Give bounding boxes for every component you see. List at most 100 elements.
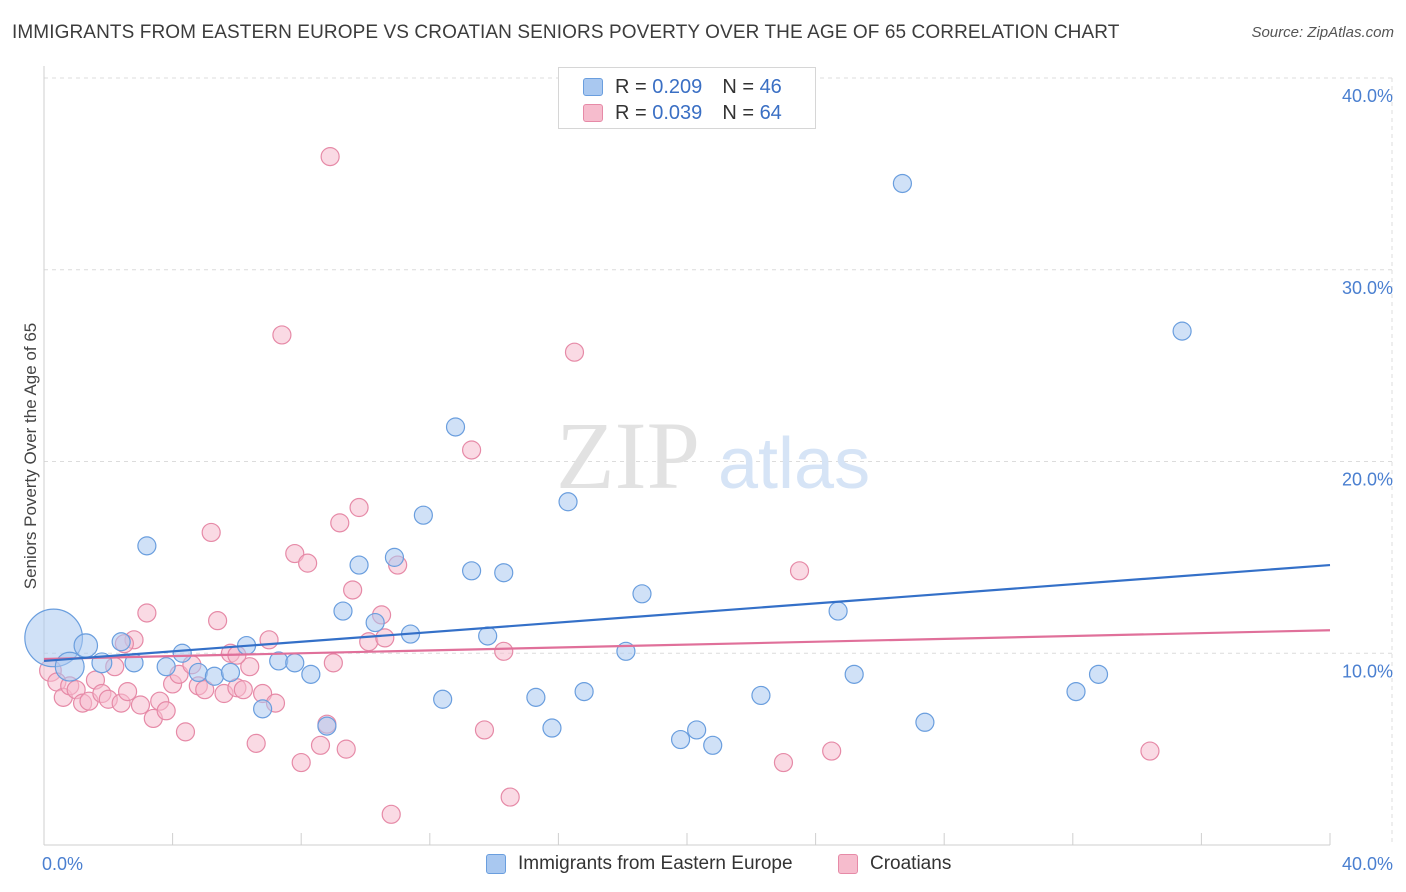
pink-data-point	[291, 752, 311, 773]
y-tick-label: 40.0%	[1342, 86, 1393, 106]
pink-data-point	[336, 739, 356, 759]
legend-row-pink: R = 0.039 N = 64	[583, 101, 782, 125]
y-tick-label: 30.0%	[1342, 278, 1393, 298]
pink-data-point	[474, 720, 495, 740]
blue-data-point	[461, 561, 482, 581]
pink-data-point	[349, 497, 369, 518]
legend-swatch-blue	[583, 78, 603, 96]
bottom-legend-label-pink: Croatians	[870, 853, 952, 874]
y-tick-label: 10.0%	[1342, 661, 1393, 681]
y-axis-label: Seniors Poverty Over the Age of 65	[21, 323, 40, 589]
pink-data-point	[259, 630, 279, 650]
blue-data-point	[285, 653, 305, 673]
pink-data-point	[320, 147, 340, 167]
pink-data-point	[117, 681, 138, 702]
x-tick-label-min: 0.0%	[42, 854, 83, 874]
legend-row-blue: R = 0.209 N = 46	[583, 75, 782, 99]
blue-data-point	[384, 547, 405, 567]
blue-data-point	[188, 662, 208, 683]
legend-r-value: 0.039	[652, 101, 703, 124]
pink-data-point	[272, 325, 292, 345]
pink-data-point	[285, 543, 305, 564]
pink-data-point	[195, 680, 215, 700]
blue-data-point	[687, 720, 707, 740]
blue-data-point	[542, 718, 562, 738]
label-layer: 10.0% 20.0% 30.0% 40.0% 0.0% 40.0%	[42, 86, 1393, 874]
pink-data-point	[822, 741, 842, 761]
pink-data-point	[310, 735, 331, 755]
pink-data-point	[233, 680, 253, 700]
blue-data-point	[892, 173, 913, 194]
pink-data-point	[343, 580, 363, 600]
pink-data-point	[137, 603, 157, 623]
pink-data-point	[381, 804, 401, 824]
legend-n-value: 64	[759, 101, 782, 124]
blue-data-point	[844, 664, 864, 684]
legend-n-label: N =	[722, 75, 754, 98]
legend-r-value: 0.209	[652, 75, 703, 98]
blue-data-point	[1172, 321, 1192, 341]
blue-data-point	[574, 681, 594, 702]
blue-trend-line	[43, 563, 1331, 663]
pink-data-point	[201, 522, 221, 543]
blue-points	[24, 173, 1192, 755]
blue-data-point	[54, 651, 85, 682]
legend-swatch-pink	[583, 104, 603, 122]
pink-data-point	[246, 733, 266, 753]
pink-data-point	[240, 657, 260, 677]
pink-data-point	[500, 787, 520, 807]
blue-data-point	[333, 601, 353, 621]
axis-layer	[43, 66, 1331, 846]
blue-data-point	[365, 612, 385, 633]
blue-data-point	[253, 699, 273, 719]
watermark: ZIP atlas	[556, 402, 870, 509]
blue-data-point	[445, 417, 466, 437]
legend-r-label: R =	[615, 101, 647, 124]
blue-data-point	[73, 633, 99, 658]
y-tick-label: 20.0%	[1342, 470, 1393, 490]
bottom-legend-swatch-pink	[838, 854, 858, 874]
blue-data-point	[137, 536, 157, 556]
pink-data-point	[494, 641, 514, 661]
blue-data-point	[301, 664, 321, 684]
pink-data-point	[461, 440, 482, 460]
blue-data-point	[494, 563, 514, 583]
blue-data-point	[632, 584, 652, 604]
pink-data-point	[375, 628, 395, 648]
watermark-zip: ZIP	[556, 402, 700, 509]
pink-data-point	[208, 611, 228, 631]
pink-data-point	[330, 513, 350, 533]
pink-data-point	[1140, 741, 1160, 761]
legend-r-label: R =	[615, 75, 647, 98]
x-tick-label-max: 40.0%	[1342, 854, 1393, 874]
blue-data-point	[204, 666, 224, 686]
blue-data-point	[172, 643, 192, 663]
blue-data-point	[558, 492, 578, 512]
pink-data-point	[298, 553, 318, 573]
blue-data-point	[317, 716, 337, 736]
correlation-legend: R = 0.209 N = 46 R = 0.039 N = 64	[558, 67, 816, 129]
pink-data-point	[564, 342, 585, 362]
watermark-atlas: atlas	[718, 424, 870, 504]
legend-n-label: N =	[722, 101, 754, 124]
blue-data-point	[220, 662, 241, 683]
blue-data-point	[156, 657, 176, 677]
blue-data-point	[703, 735, 723, 755]
blue-data-point	[413, 505, 433, 525]
blue-data-point	[828, 601, 848, 621]
blue-data-point	[349, 555, 369, 575]
trend-layer	[43, 563, 1331, 663]
pink-data-point	[156, 701, 176, 721]
blue-data-point	[526, 687, 546, 707]
source-label: Source: ZipAtlas.com	[1251, 24, 1394, 41]
legend-n-value: 46	[759, 75, 782, 98]
blue-data-point	[433, 689, 453, 709]
blue-data-point	[1088, 664, 1109, 684]
pink-data-point	[323, 653, 343, 673]
chart-title: IMMIGRANTS FROM EASTERN EUROPE VS CROATI…	[12, 22, 1120, 43]
pink-data-point	[130, 695, 151, 715]
blue-data-point	[1066, 681, 1086, 702]
blue-data-point	[915, 712, 935, 732]
blue-data-point	[478, 626, 498, 646]
